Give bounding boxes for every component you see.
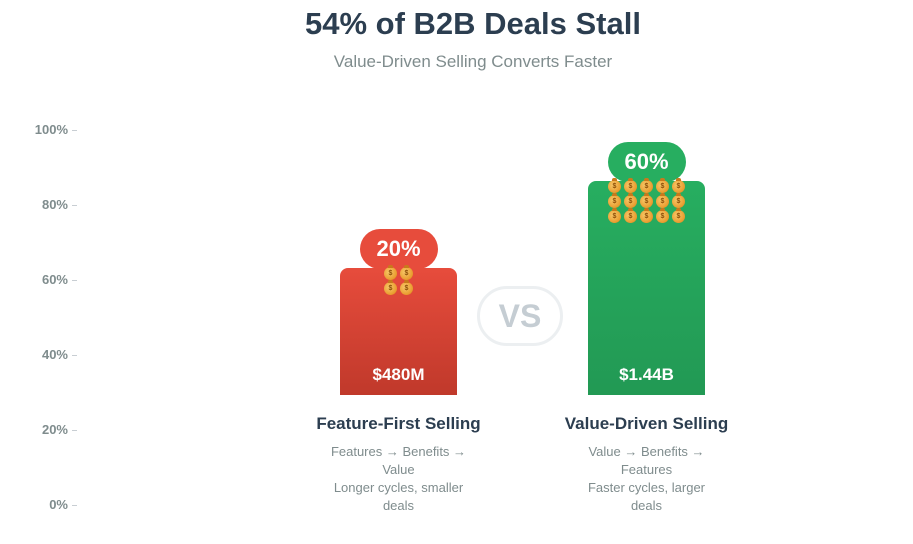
y-tick-label: 0% — [49, 497, 68, 512]
description-feature-first: Features → Benefits → Value Longer cycle… — [319, 443, 479, 515]
money-bag-icon: $ — [640, 178, 653, 193]
money-bag-icon: $ — [656, 178, 669, 193]
money-bag-icon: $ — [624, 208, 637, 223]
money-bag-icon: $ — [384, 265, 397, 280]
value-label-value-driven: $1.44B — [619, 365, 674, 384]
y-tick-label: 20% — [41, 422, 68, 437]
money-bag-icon: $ — [640, 193, 653, 208]
money-bag-icon: $ — [656, 208, 669, 223]
description-value-driven: Value → Benefits → Features Faster cycle… — [567, 443, 727, 515]
y-tick-label: 60% — [41, 272, 68, 287]
money-bag-icon: $ — [656, 193, 669, 208]
money-bag-icon: $ — [672, 193, 685, 208]
money-bag-icon: $ — [608, 178, 621, 193]
money-bag-icon: $ — [624, 178, 637, 193]
y-tick-label: 80% — [41, 197, 68, 212]
money-bag-icon: $ — [608, 208, 621, 223]
y-tick-label: 40% — [41, 347, 68, 362]
description-line: Features — [620, 462, 673, 477]
category-label-value-driven: Value-Driven Selling — [564, 414, 729, 433]
category-label-feature-first: Feature-First Selling — [316, 414, 481, 433]
description-line: deals — [382, 498, 415, 513]
description-line: Features → Benefits → — [330, 444, 467, 459]
money-bag-icon: $ — [672, 178, 685, 193]
value-label-feature-first: $480M — [372, 365, 425, 384]
bar-feature-first: $480M — [340, 268, 457, 395]
y-tick-mark — [72, 430, 77, 431]
y-tick-mark — [72, 280, 77, 281]
money-bag-icon: $ — [640, 208, 653, 223]
y-tick-mark — [72, 205, 77, 206]
description-line: deals — [630, 498, 663, 513]
chart-title: 54% of B2B Deals Stall — [305, 6, 641, 41]
description-line: Value — [382, 462, 415, 477]
money-bag-icon: $ — [624, 193, 637, 208]
money-bag-icon: $ — [672, 208, 685, 223]
money-bag-icon: $ — [384, 280, 397, 295]
vs-badge: VS — [477, 286, 563, 346]
y-tick-mark — [72, 355, 77, 356]
percent-badge-value-driven: 60% — [607, 142, 686, 182]
chart-subtitle: Value-Driven Selling Converts Faster — [333, 52, 613, 71]
y-tick-mark — [72, 505, 77, 506]
description-line: Faster cycles, larger — [587, 480, 706, 495]
money-bag-icon: $ — [400, 265, 413, 280]
percent-badge-feature-first: 20% — [359, 229, 438, 269]
description-line: Value → Benefits → — [588, 444, 705, 459]
y-tick-mark — [72, 130, 77, 131]
y-tick-label: 100% — [34, 122, 68, 137]
money-bag-icon: $ — [400, 280, 413, 295]
money-bag-icon: $ — [608, 193, 621, 208]
description-line: Longer cycles, smaller — [333, 480, 464, 495]
